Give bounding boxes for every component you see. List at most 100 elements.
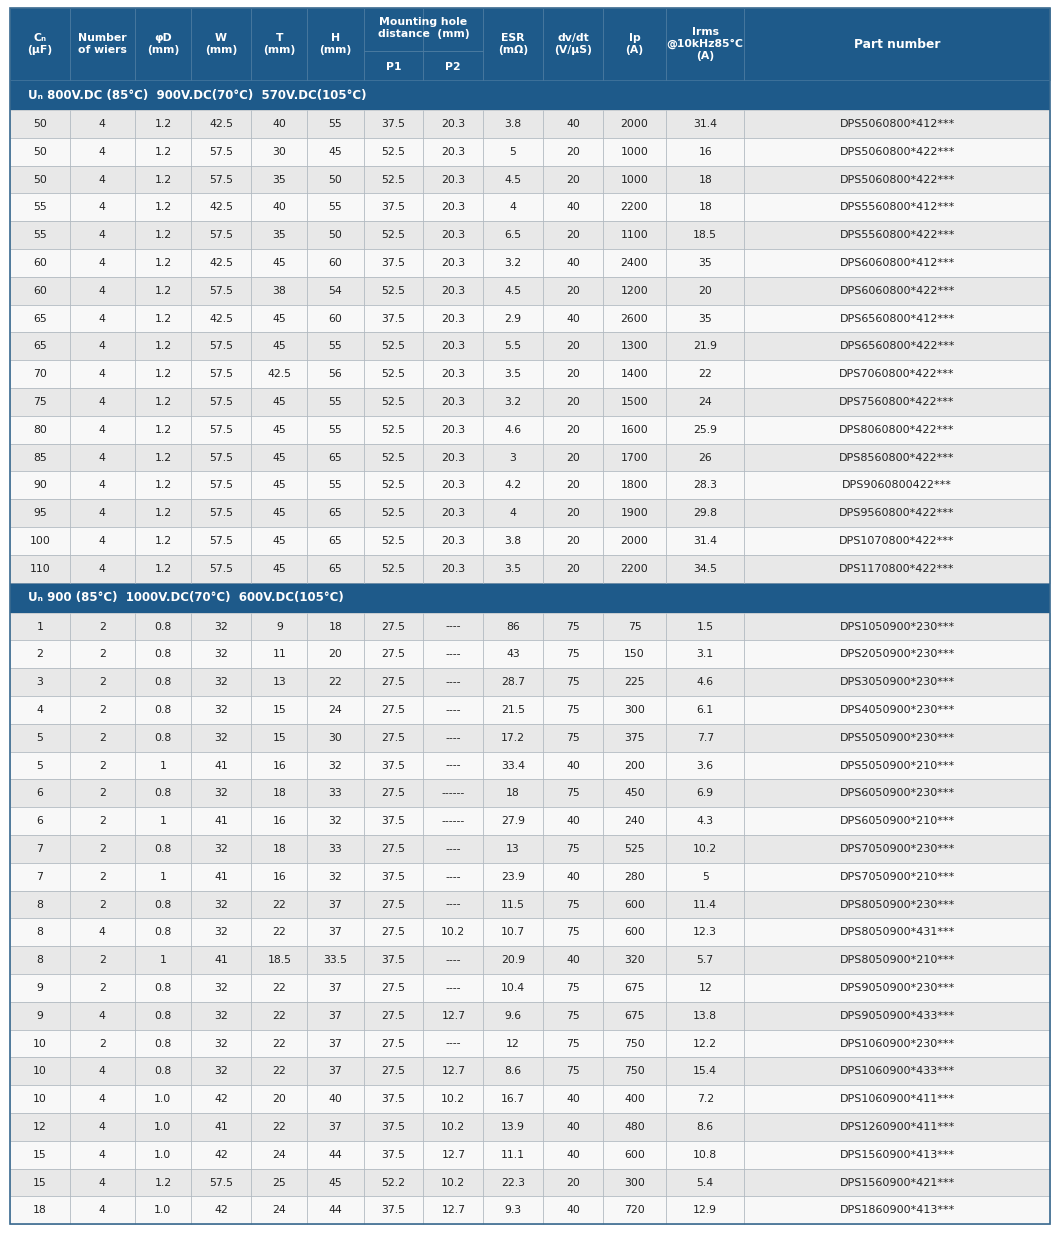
Bar — [307, 807, 364, 834]
Bar — [483, 1169, 543, 1197]
Text: 41: 41 — [214, 955, 228, 965]
Bar — [603, 165, 667, 193]
Bar — [70, 724, 135, 752]
Bar — [667, 8, 744, 80]
Text: DPS9050900*230***: DPS9050900*230*** — [840, 982, 955, 992]
Bar — [603, 724, 667, 752]
Text: 27.5: 27.5 — [382, 845, 406, 853]
Bar — [744, 918, 1050, 946]
Bar — [135, 555, 191, 583]
Bar — [135, 1058, 191, 1085]
Bar — [364, 444, 423, 471]
Bar — [423, 193, 483, 222]
Bar — [135, 807, 191, 834]
Text: 22: 22 — [272, 1011, 286, 1021]
Text: 1.2: 1.2 — [155, 341, 172, 351]
Bar — [70, 779, 135, 807]
Text: DPS1560900*413***: DPS1560900*413*** — [840, 1150, 955, 1160]
Text: 3.1: 3.1 — [696, 649, 713, 659]
Bar — [307, 110, 364, 138]
Text: 15: 15 — [272, 705, 286, 715]
Text: DPS7560800*422***: DPS7560800*422*** — [840, 397, 955, 407]
Text: 45: 45 — [329, 147, 342, 157]
Text: 1: 1 — [159, 872, 166, 882]
Text: Cₙ
(μF): Cₙ (μF) — [28, 33, 52, 55]
Text: 20: 20 — [566, 564, 580, 574]
Text: 57.5: 57.5 — [209, 509, 233, 517]
Bar — [135, 974, 191, 1002]
Bar — [364, 165, 423, 193]
Bar — [744, 640, 1050, 668]
Bar — [603, 640, 667, 668]
Bar — [667, 1002, 744, 1030]
Text: 15: 15 — [272, 733, 286, 743]
Text: 100: 100 — [30, 536, 50, 546]
Text: ----: ---- — [445, 761, 461, 771]
Bar — [483, 360, 543, 388]
Bar — [307, 779, 364, 807]
Text: 27.5: 27.5 — [382, 621, 406, 632]
Text: 320: 320 — [624, 955, 644, 965]
Bar — [10, 555, 1050, 583]
Bar — [10, 695, 1050, 724]
Text: 65: 65 — [329, 536, 342, 546]
Text: 20: 20 — [566, 452, 580, 462]
Bar — [483, 249, 543, 277]
Text: 20: 20 — [566, 147, 580, 157]
Text: 27.5: 27.5 — [382, 705, 406, 715]
Bar — [10, 807, 1050, 834]
Text: 12.2: 12.2 — [693, 1039, 718, 1049]
Bar — [191, 891, 251, 918]
Text: 2: 2 — [99, 761, 106, 771]
Bar — [70, 974, 135, 1002]
Bar — [10, 277, 1050, 304]
Text: 40: 40 — [566, 816, 580, 826]
Bar — [483, 863, 543, 891]
Text: 1800: 1800 — [621, 480, 649, 490]
Bar — [307, 640, 364, 668]
Bar — [135, 360, 191, 388]
Bar — [603, 222, 667, 249]
Bar — [603, 695, 667, 724]
Bar — [135, 471, 191, 499]
Bar — [135, 918, 191, 946]
Text: 10.4: 10.4 — [501, 982, 525, 992]
Bar — [10, 1085, 70, 1113]
Bar — [70, 165, 135, 193]
Text: ----: ---- — [445, 955, 461, 965]
Text: 42: 42 — [214, 1150, 228, 1160]
Text: 2: 2 — [99, 621, 106, 632]
Text: 52.5: 52.5 — [382, 370, 406, 380]
Text: 11: 11 — [272, 649, 286, 659]
Text: 18: 18 — [329, 621, 342, 632]
Text: 12.7: 12.7 — [441, 1066, 465, 1076]
Bar — [191, 138, 251, 165]
Text: 33.5: 33.5 — [323, 955, 348, 965]
Bar — [423, 499, 483, 528]
Text: 20: 20 — [566, 1178, 580, 1188]
Text: 32: 32 — [214, 788, 228, 798]
Text: 9: 9 — [36, 982, 43, 992]
Text: 4: 4 — [99, 286, 106, 296]
Text: 45: 45 — [272, 425, 286, 435]
Bar — [251, 640, 307, 668]
Text: 10.2: 10.2 — [441, 1178, 465, 1188]
Bar — [10, 277, 70, 304]
Bar — [251, 8, 307, 80]
Text: 2000: 2000 — [620, 119, 649, 129]
Text: 24: 24 — [272, 1150, 286, 1160]
Text: 1: 1 — [36, 621, 43, 632]
Bar — [307, 388, 364, 416]
Bar — [10, 724, 70, 752]
Text: H
(mm): H (mm) — [319, 33, 352, 55]
Bar — [251, 946, 307, 974]
Bar — [483, 1113, 543, 1140]
Text: 16: 16 — [272, 761, 286, 771]
Bar — [10, 583, 1050, 613]
Text: 37: 37 — [329, 982, 342, 992]
Text: 600: 600 — [624, 900, 644, 910]
Text: 5.5: 5.5 — [505, 341, 522, 351]
Bar — [744, 1169, 1050, 1197]
Text: 20.3: 20.3 — [441, 509, 465, 517]
Bar — [251, 277, 307, 304]
